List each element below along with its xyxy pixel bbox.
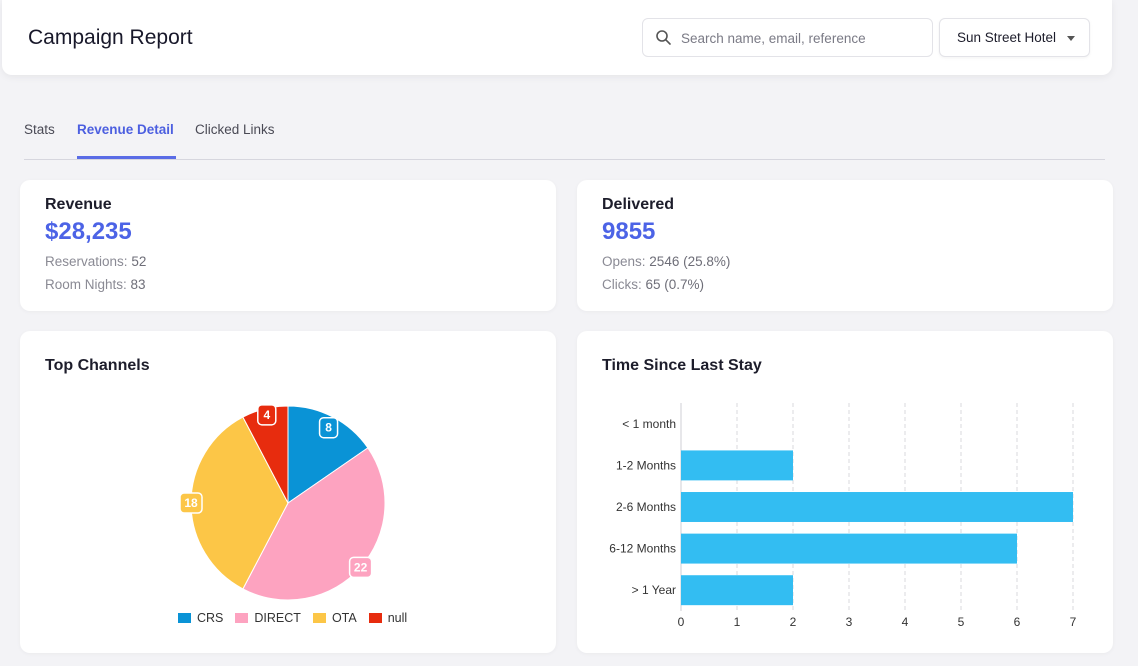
tab-clicked-links[interactable]: Clicked Links bbox=[195, 122, 275, 137]
x-tick-label: 7 bbox=[1070, 615, 1077, 629]
tab-bar: Stats Revenue Detail Clicked Links bbox=[24, 118, 1105, 160]
top-channels-card: Top Channels 8 22 18 4 CRS DIRECT OTA null bbox=[20, 331, 556, 653]
clicks-value: 65 (0.7%) bbox=[645, 277, 705, 292]
reservations-stat: Reservations: 52 bbox=[45, 254, 146, 269]
bar-2-6-months bbox=[681, 492, 1073, 522]
delivered-value: 9855 bbox=[602, 218, 656, 245]
clicks-label: Clicks: bbox=[602, 277, 642, 292]
svg-text:8: 8 bbox=[325, 421, 332, 435]
x-tick-label: 1 bbox=[734, 615, 741, 629]
pie-data-label: 18 bbox=[179, 492, 203, 514]
legend-swatch bbox=[178, 613, 191, 623]
y-category-label: 6-12 Months bbox=[609, 542, 676, 556]
y-category-label: < 1 month bbox=[622, 417, 676, 431]
legend-swatch bbox=[368, 613, 382, 623]
x-tick-label: 4 bbox=[902, 615, 909, 629]
page-title: Campaign Report bbox=[28, 26, 193, 49]
bar-1-2-months bbox=[681, 450, 793, 481]
x-tick-label: 6 bbox=[1014, 615, 1021, 629]
y-category-label: > 1 Year bbox=[632, 583, 676, 597]
room-nights-label: Room Nights: bbox=[45, 277, 127, 292]
delivered-title: Delivered bbox=[602, 196, 675, 213]
clicks-stat: Clicks: 65 (0.7%) bbox=[602, 277, 704, 292]
svg-text:18: 18 bbox=[184, 496, 198, 510]
legend-label: CRS bbox=[197, 611, 224, 625]
tab-stats[interactable]: Stats bbox=[24, 122, 55, 137]
y-category-label: 1-2 Months bbox=[616, 458, 676, 472]
y-category-label: 2-6 Months bbox=[616, 500, 676, 514]
revenue-title: Revenue bbox=[45, 196, 112, 213]
hotel-select-value: Sun Street Hotel bbox=[957, 30, 1057, 45]
hotel-select-dropdown[interactable]: Sun Street Hotel bbox=[939, 18, 1090, 57]
room-nights-stat: Room Nights: 83 bbox=[45, 277, 146, 292]
x-tick-label: 0 bbox=[678, 615, 685, 629]
legend-item-null[interactable]: null bbox=[368, 611, 408, 625]
search-icon bbox=[656, 30, 671, 45]
top-channels-pie-chart: 8 22 18 4 bbox=[179, 404, 386, 601]
pie-data-label: 22 bbox=[348, 556, 373, 579]
legend-item-crs[interactable]: CRS bbox=[178, 611, 223, 625]
legend-item-direct[interactable]: DIRECT bbox=[235, 611, 301, 625]
legend-label: null bbox=[387, 611, 408, 625]
x-tick-label: 3 bbox=[846, 615, 853, 629]
legend-item-ota[interactable]: OTA bbox=[312, 611, 357, 625]
x-tick-label: 2 bbox=[790, 615, 797, 629]
revenue-value: $28,235 bbox=[45, 218, 132, 245]
opens-value: 2546 (25.8%) bbox=[649, 254, 731, 269]
reservations-label: Reservations: bbox=[45, 254, 128, 269]
revenue-card: Revenue $28,235 Reservations: 52 Room Ni… bbox=[20, 180, 556, 311]
svg-text:22: 22 bbox=[354, 560, 368, 574]
chevron-down-icon bbox=[1067, 36, 1075, 41]
header-bar: Campaign Report Sun Street Hotel bbox=[2, 0, 1112, 75]
legend-swatch bbox=[312, 613, 326, 623]
opens-label: Opens: bbox=[602, 254, 646, 269]
time-since-last-stay-title: Time Since Last Stay bbox=[602, 357, 762, 374]
tab-revenue-detail[interactable]: Revenue Detail bbox=[77, 122, 174, 137]
top-channels-title: Top Channels bbox=[45, 357, 150, 374]
pie-data-label: 8 bbox=[318, 416, 339, 439]
time-since-last-stay-card: Time Since Last Stay 0 1 2 3 4 5 6 7 < 1 month 1-… bbox=[577, 331, 1113, 653]
legend-label: OTA bbox=[331, 611, 357, 625]
legend-label: DIRECT bbox=[254, 611, 301, 625]
legend-swatch bbox=[235, 613, 249, 623]
time-since-last-stay-bar-chart: 0 1 2 3 4 5 6 7 < 1 month 1-2 Months 2-6 Months 6-1… bbox=[609, 403, 1077, 629]
pie-data-label: 4 bbox=[257, 404, 277, 426]
bar--1-year bbox=[681, 575, 793, 606]
active-tab-indicator bbox=[77, 156, 176, 159]
opens-stat: Opens: 2546 (25.8%) bbox=[602, 254, 730, 269]
room-nights-value: 83 bbox=[130, 277, 146, 292]
delivered-card: Delivered 9855 Opens: 2546 (25.8%) Click… bbox=[577, 180, 1113, 311]
search-box[interactable] bbox=[642, 18, 933, 57]
search-input[interactable] bbox=[681, 26, 921, 50]
pie-legend: CRS DIRECT OTA null bbox=[178, 611, 407, 625]
x-tick-label: 5 bbox=[958, 615, 965, 629]
reservations-value: 52 bbox=[131, 254, 147, 269]
bar-6-12-months bbox=[681, 533, 1017, 564]
svg-text:4: 4 bbox=[263, 408, 270, 422]
